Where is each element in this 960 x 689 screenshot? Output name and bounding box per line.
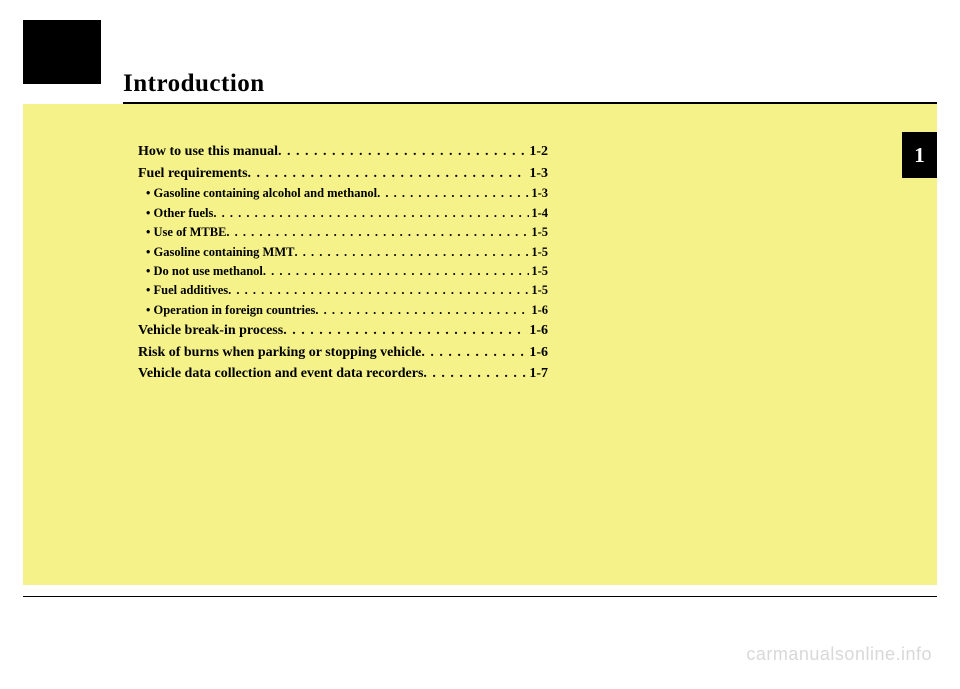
toc-label: Fuel requirements xyxy=(138,163,248,185)
watermark: carmanualsonline.info xyxy=(746,644,932,665)
toc-entry: Fuel requirements . . . . . . . . . . . … xyxy=(138,163,548,185)
toc-entry: • Operation in foreign countries . . . .… xyxy=(138,301,548,320)
toc-page: 1-5 xyxy=(529,223,548,242)
toc-dots: . . . . . . . . . . . . . . . . . . . . … xyxy=(423,363,527,385)
toc-label: Vehicle break-in process xyxy=(138,320,283,342)
toc-page: 1-3 xyxy=(527,163,548,185)
toc-dots: . . . . . . . . . . . . . . . . . . . . … xyxy=(294,243,529,262)
toc-page: 1-4 xyxy=(529,204,548,223)
toc-page: 1-5 xyxy=(529,281,548,300)
toc-page: 1-6 xyxy=(527,342,548,364)
toc-label: • Fuel additives xyxy=(146,281,228,300)
toc-entry: • Do not use methanol . . . . . . . . . … xyxy=(138,262,548,281)
toc-entry: Risk of burns when parking or stopping v… xyxy=(138,342,548,364)
toc-entry: • Use of MTBE . . . . . . . . . . . . . … xyxy=(138,223,548,242)
toc-dots: . . . . . . . . . . . . . . . . . . . . … xyxy=(377,184,529,203)
toc-label: • Gasoline containing MMT xyxy=(146,243,294,262)
toc-entry: • Gasoline containing MMT . . . . . . . … xyxy=(138,243,548,262)
toc-dots: . . . . . . . . . . . . . . . . . . . . … xyxy=(315,301,529,320)
toc-label: How to use this manual xyxy=(138,141,278,163)
toc-label: • Other fuels xyxy=(146,204,213,223)
toc-entry: Vehicle break-in process . . . . . . . .… xyxy=(138,320,548,342)
toc-page: 1-6 xyxy=(529,301,548,320)
title-bar: Introduction xyxy=(123,70,937,104)
toc-label: • Gasoline containing alcohol and methan… xyxy=(146,184,377,203)
chapter-number: 1 xyxy=(914,143,925,168)
toc-label: • Use of MTBE xyxy=(146,223,226,242)
toc-page: 1-2 xyxy=(527,141,548,163)
toc-page: 1-5 xyxy=(529,243,548,262)
toc-dots: . . . . . . . . . . . . . . . . . . . . … xyxy=(278,141,527,163)
toc-page: 1-5 xyxy=(529,262,548,281)
toc-label: • Do not use methanol xyxy=(146,262,263,281)
bottom-divider xyxy=(23,596,937,597)
table-of-contents: How to use this manual . . . . . . . . .… xyxy=(138,141,548,385)
toc-entry: Vehicle data collection and event data r… xyxy=(138,363,548,385)
toc-entry: How to use this manual . . . . . . . . .… xyxy=(138,141,548,163)
toc-entry: • Gasoline containing alcohol and methan… xyxy=(138,184,548,203)
toc-dots: . . . . . . . . . . . . . . . . . . . . … xyxy=(283,320,527,342)
content-panel: 1 How to use this manual . . . . . . . .… xyxy=(23,104,937,585)
toc-dots: . . . . . . . . . . . . . . . . . . . . … xyxy=(213,204,529,223)
chapter-title: Introduction xyxy=(123,70,937,98)
toc-page: 1-7 xyxy=(527,363,548,385)
toc-label: Vehicle data collection and event data r… xyxy=(138,363,423,385)
corner-block xyxy=(23,20,101,84)
toc-entry: • Other fuels . . . . . . . . . . . . . … xyxy=(138,204,548,223)
toc-dots: . . . . . . . . . . . . . . . . . . . . … xyxy=(226,223,529,242)
toc-dots: . . . . . . . . . . . . . . . . . . . . … xyxy=(228,281,529,300)
toc-label: Risk of burns when parking or stopping v… xyxy=(138,342,421,364)
toc-page: 1-6 xyxy=(527,320,548,342)
toc-dots: . . . . . . . . . . . . . . . . . . . . … xyxy=(421,342,527,364)
toc-label: • Operation in foreign countries xyxy=(146,301,315,320)
chapter-tab: 1 xyxy=(902,132,937,178)
toc-dots: . . . . . . . . . . . . . . . . . . . . … xyxy=(263,262,529,281)
toc-page: 1-3 xyxy=(529,184,548,203)
toc-dots: . . . . . . . . . . . . . . . . . . . . … xyxy=(248,163,528,185)
toc-entry: • Fuel additives . . . . . . . . . . . .… xyxy=(138,281,548,300)
